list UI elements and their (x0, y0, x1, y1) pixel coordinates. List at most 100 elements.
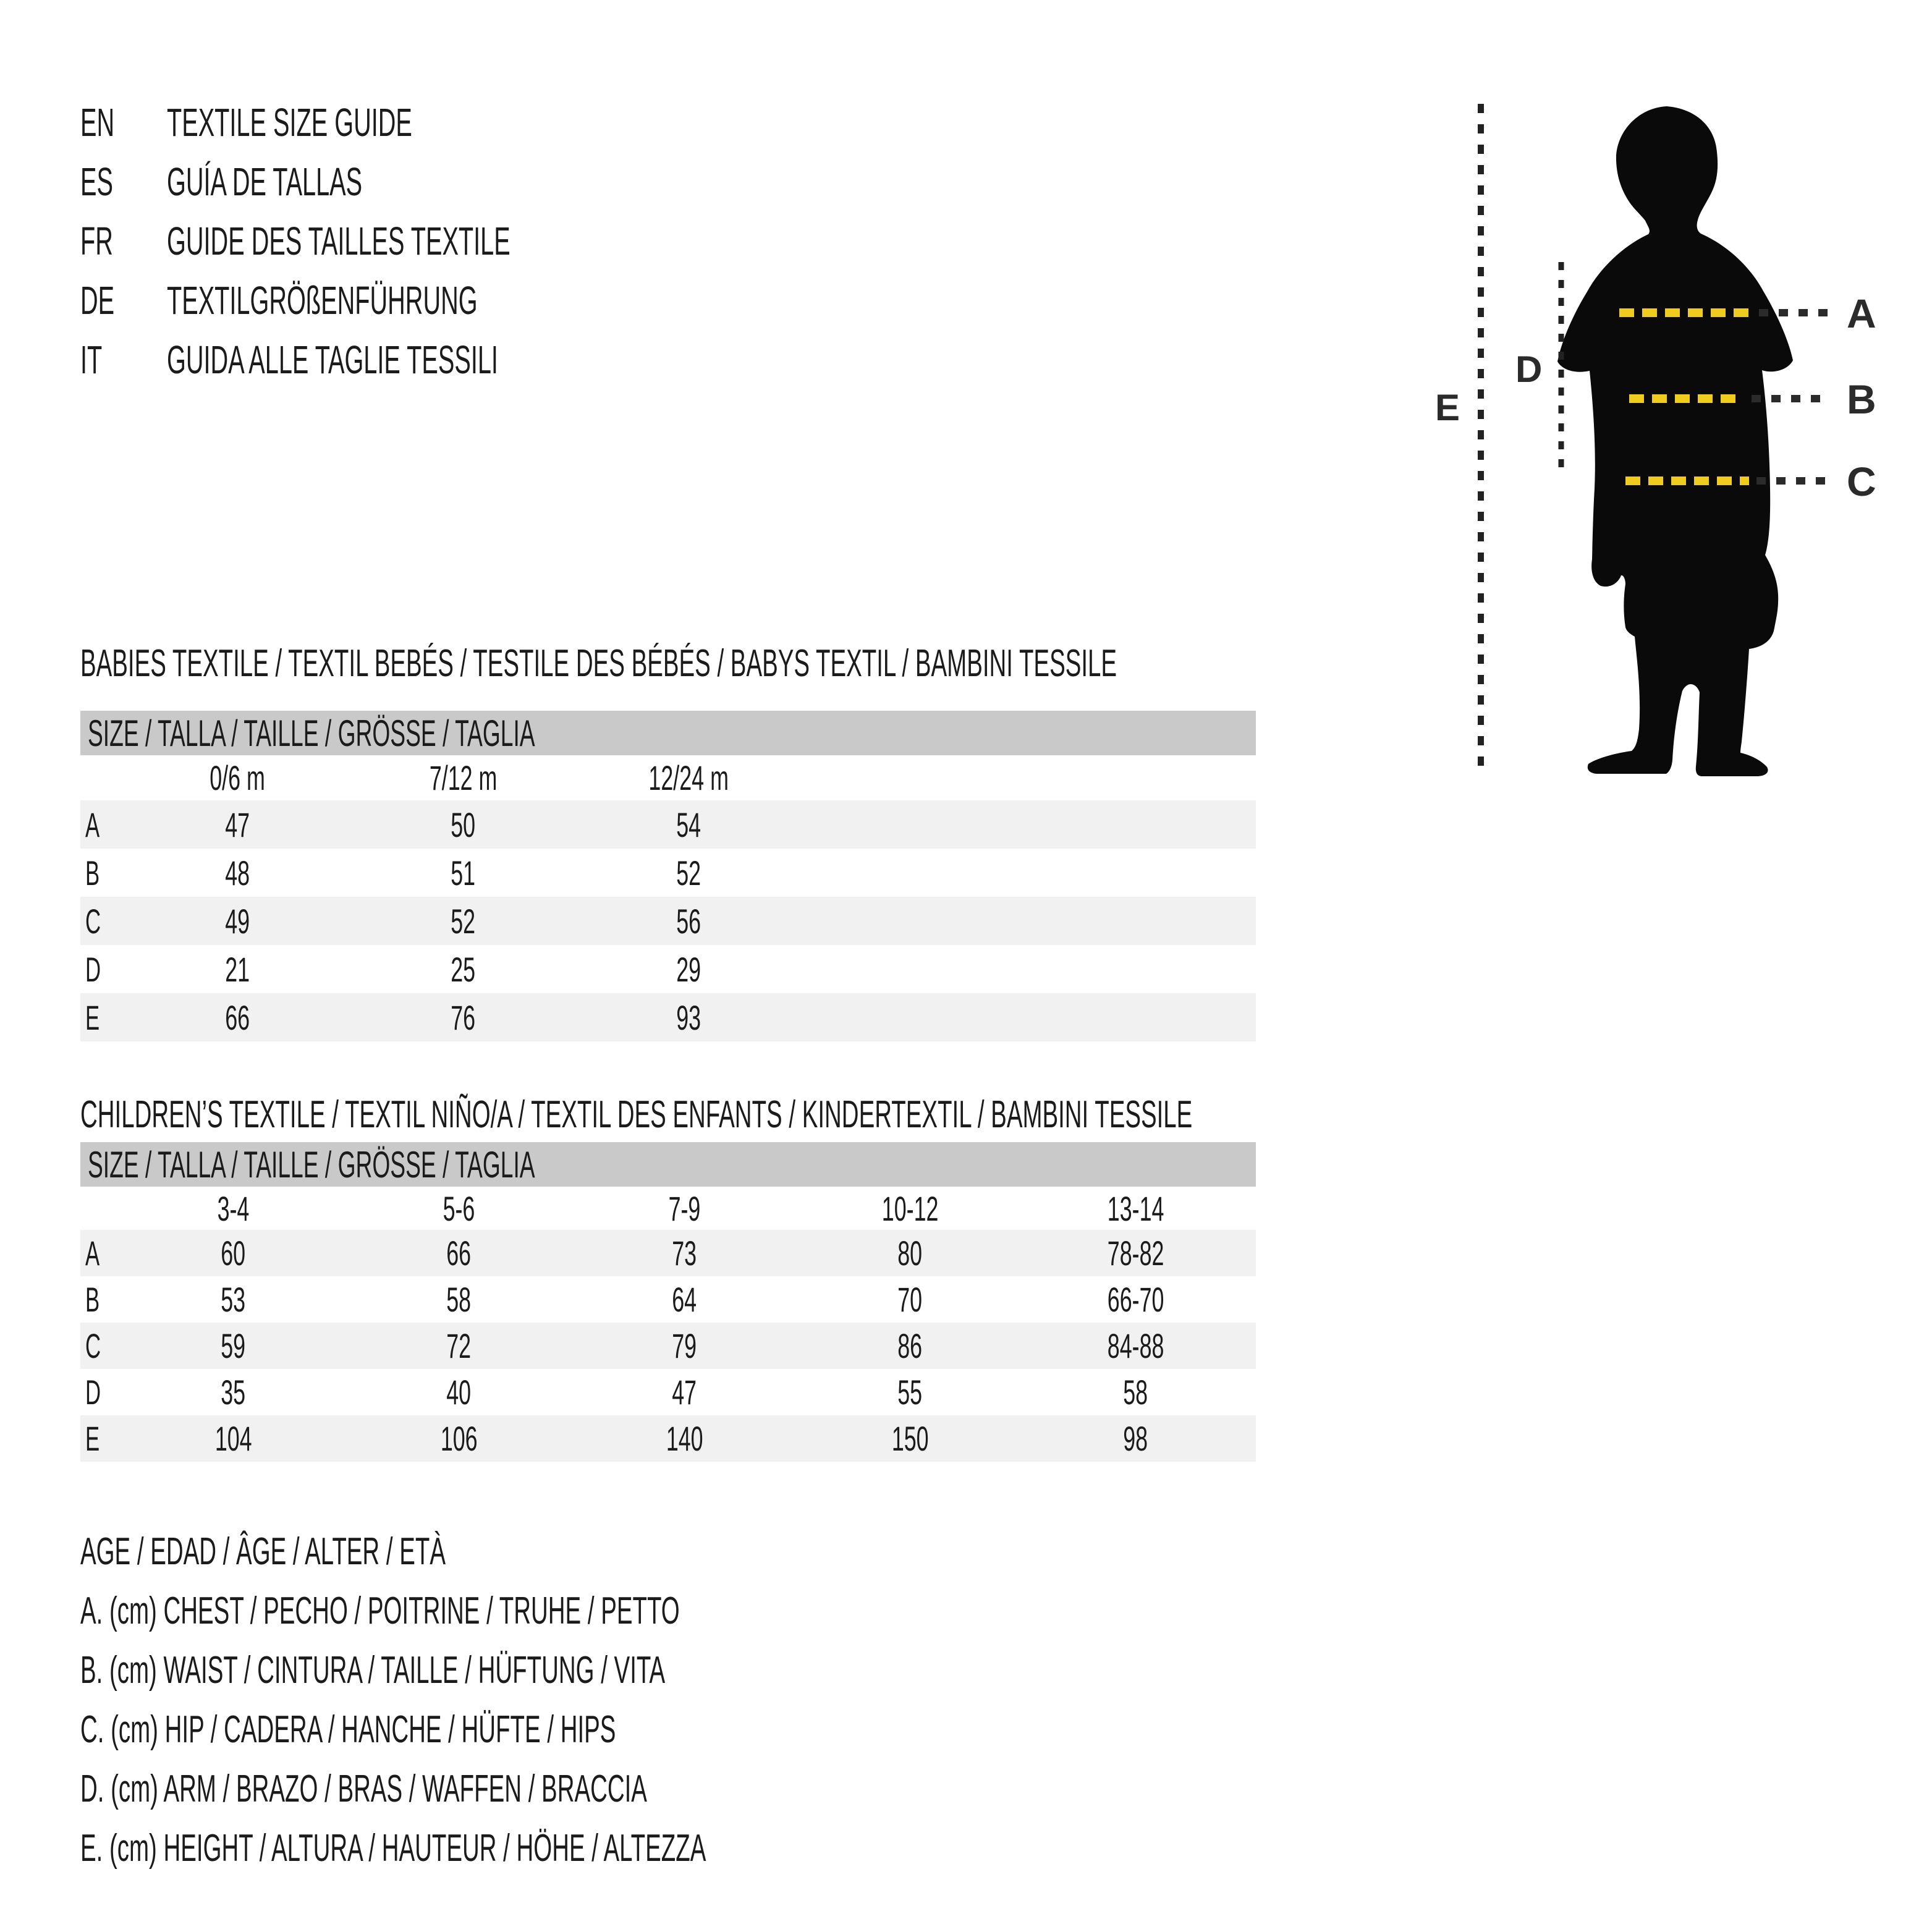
row-label: A (80, 1233, 121, 1273)
table-cell: 55 (797, 1372, 1023, 1412)
cell-value: 47 (672, 1373, 697, 1412)
babies-column-header: 7/12 m (350, 758, 576, 798)
language-code-text: FR (80, 219, 113, 263)
table-row: D 21 25 29 (80, 945, 1256, 993)
row-label: B (80, 1279, 121, 1320)
language-title-text: GUIDA ALLE TAGLIE TESSILI (167, 337, 498, 382)
table-row: A 60 66 73 80 78-82 (80, 1230, 1256, 1276)
row-label: E (80, 998, 125, 1038)
language-title-text: GUÍA DE TALLAS (167, 159, 363, 204)
row-label-text: B (85, 1280, 100, 1319)
cell-value: 25 (451, 949, 476, 989)
column-header-text: 7/12 m (429, 758, 498, 797)
table-cell: 104 (121, 1418, 346, 1459)
cell-value: 29 (676, 949, 701, 989)
cell-value: 47 (225, 805, 250, 844)
table-cell: 56 (576, 901, 802, 941)
cell-value: 52 (676, 853, 701, 892)
table-row: D 35 40 47 55 58 (80, 1369, 1256, 1415)
table-cell: 72 (346, 1326, 572, 1366)
children-column-header: 13-14 (1023, 1188, 1248, 1229)
children-column-header: 7-9 (572, 1188, 797, 1229)
table-row: C 49 52 56 (80, 897, 1256, 945)
table-cell: 79 (572, 1326, 797, 1366)
table-cell: 60 (121, 1233, 346, 1273)
language-code: EN (80, 100, 167, 145)
children-column-header-row: 3-4 5-6 7-9 10-12 13-14 (80, 1187, 1256, 1230)
column-header-text: 3-4 (217, 1188, 250, 1228)
babies-section-title-text: BABIES TEXTILE / TEXTIL BEBÉS / TESTILE … (80, 642, 1117, 685)
column-header-text: 0/6 m (210, 758, 266, 797)
children-table: SIZE / TALLA / TAILLE / GRÖSSE / TAGLIA … (80, 1142, 1256, 1462)
cell-value: 21 (225, 949, 250, 989)
legend-text: B. (cm) WAIST / CINTURA / TAILLE / HÜFTU… (80, 1648, 666, 1692)
table-cell: 66-70 (1023, 1279, 1248, 1320)
table-row: B 53 58 64 70 66-70 (80, 1276, 1256, 1323)
babies-size-header-text: SIZE / TALLA / TAILLE / GRÖSSE / TAGLIA (88, 712, 535, 754)
table-cell: 78-82 (1023, 1233, 1248, 1273)
cell-value: 98 (1123, 1419, 1148, 1458)
column-header-text: 7-9 (668, 1188, 701, 1228)
row-label: B (80, 853, 125, 893)
table-cell: 53 (121, 1279, 346, 1320)
cell-value: 35 (221, 1373, 246, 1412)
legend-text: D. (cm) ARM / BRAZO / BRAS / WAFFEN / BR… (80, 1767, 647, 1810)
cell-value: 51 (451, 853, 476, 892)
table-cell: 66 (346, 1233, 572, 1273)
table-cell: 25 (350, 949, 576, 989)
column-header-text: 13-14 (1107, 1188, 1164, 1228)
cell-value: 106 (440, 1419, 478, 1458)
measurement-legend: AGE / EDAD / ÂGE / ALTER / ETÀ A. (cm) C… (80, 1522, 1090, 1878)
table-cell: 76 (350, 998, 576, 1038)
column-header-text: 10-12 (881, 1188, 939, 1228)
language-title: TEXTILE SIZE GUIDE (167, 100, 562, 145)
babies-column-header: 0/6 m (125, 758, 350, 798)
table-row: E 104 106 140 150 98 (80, 1415, 1256, 1462)
cell-value: 140 (666, 1419, 703, 1458)
legend-line-height: E. (cm) HEIGHT / ALTURA / HAUTEUR / HÖHE… (80, 1818, 1090, 1878)
marker-label-b: B (1847, 376, 1876, 422)
children-column-header: 5-6 (346, 1188, 572, 1229)
cell-value: 52 (451, 901, 476, 941)
cell-value: 60 (221, 1234, 246, 1273)
row-label-text: A (85, 1234, 100, 1273)
row-label-text: A (85, 805, 100, 844)
babies-section-title: BABIES TEXTILE / TEXTIL BEBÉS / TESTILE … (80, 642, 1752, 685)
cell-value: 78-82 (1107, 1234, 1164, 1273)
table-cell: 29 (576, 949, 802, 989)
language-code-text: IT (80, 337, 103, 382)
cell-value: 50 (451, 805, 476, 844)
table-cell: 21 (125, 949, 350, 989)
legend-text: E. (cm) HEIGHT / ALTURA / HAUTEUR / HÖHE… (80, 1826, 706, 1870)
row-label: D (80, 949, 125, 989)
babies-size-header-bar: SIZE / TALLA / TAILLE / GRÖSSE / TAGLIA (80, 711, 1256, 755)
measurement-figure-svg: A B C D E (1435, 104, 1876, 776)
legend-line-waist: B. (cm) WAIST / CINTURA / TAILLE / HÜFTU… (80, 1640, 1090, 1700)
legend-line-hip: C. (cm) HIP / CADERA / HANCHE / HÜFTE / … (80, 1700, 1090, 1759)
legend-line-age: AGE / EDAD / ÂGE / ALTER / ETÀ (80, 1522, 1090, 1581)
cell-value: 70 (897, 1280, 923, 1319)
table-cell: 52 (350, 901, 576, 941)
cell-value: 86 (897, 1326, 923, 1365)
language-title-text: TEXTILGRÖßENFÜHRUNG (167, 278, 478, 323)
language-row-it: IT GUIDA ALLE TAGLIE TESSILI (80, 330, 721, 389)
cell-value: 72 (446, 1326, 472, 1365)
row-label: D (80, 1372, 121, 1412)
table-cell: 35 (121, 1372, 346, 1412)
cell-value: 49 (225, 901, 250, 941)
language-row-fr: FR GUIDE DES TAILLES TEXTILE (80, 211, 721, 271)
table-cell: 86 (797, 1326, 1023, 1366)
children-column-header: 3-4 (121, 1188, 346, 1229)
table-cell: 66 (125, 998, 350, 1038)
cell-value: 76 (451, 998, 476, 1037)
table-row: B 48 51 52 (80, 849, 1256, 897)
language-title-text: GUIDE DES TAILLES TEXTILE (167, 219, 511, 263)
language-code-text: DE (80, 278, 115, 323)
table-cell: 73 (572, 1233, 797, 1273)
table-cell: 47 (572, 1372, 797, 1412)
language-code: FR (80, 218, 167, 264)
table-row: A 47 50 54 (80, 800, 1256, 849)
row-label-text: C (85, 1326, 101, 1365)
row-label-text: B (85, 853, 100, 892)
table-cell: 84-88 (1023, 1326, 1248, 1366)
